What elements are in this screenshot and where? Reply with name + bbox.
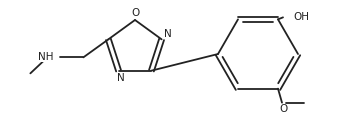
Text: NH: NH (38, 52, 53, 62)
Text: N: N (164, 29, 172, 39)
Text: N: N (117, 73, 125, 83)
Text: OH: OH (293, 12, 309, 22)
Text: O: O (131, 8, 139, 18)
Text: O: O (279, 104, 287, 114)
